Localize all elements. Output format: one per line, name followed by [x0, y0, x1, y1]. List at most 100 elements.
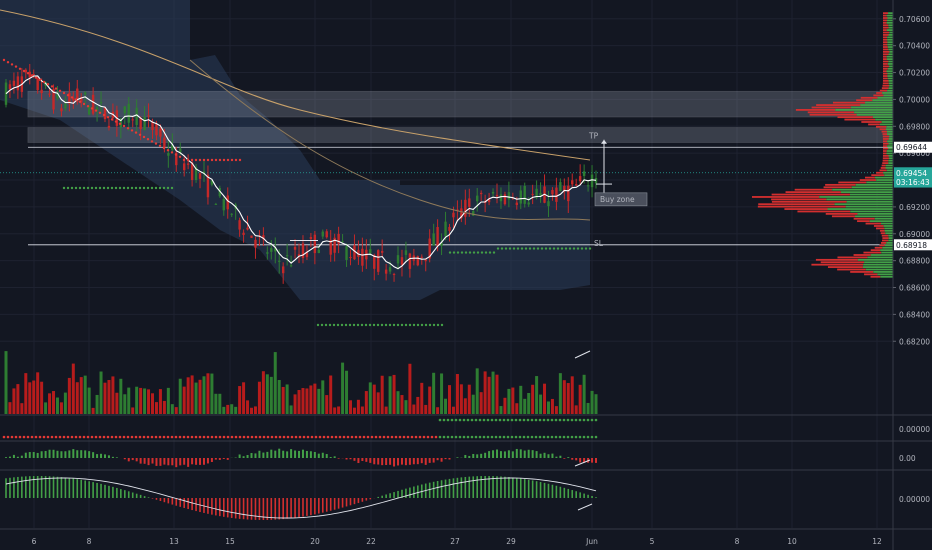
- candle-body[interactable]: [361, 248, 364, 266]
- candle-body[interactable]: [472, 211, 475, 216]
- candle-body[interactable]: [373, 255, 376, 269]
- candle-body[interactable]: [198, 173, 202, 179]
- candle-body[interactable]: [436, 227, 439, 247]
- candle-body[interactable]: [175, 152, 178, 166]
- candle-body[interactable]: [83, 92, 87, 95]
- candle-body[interactable]: [353, 245, 356, 260]
- candle-body[interactable]: [507, 192, 511, 200]
- candle-body[interactable]: [163, 137, 166, 148]
- candle-body[interactable]: [495, 194, 499, 197]
- candle-body[interactable]: [586, 185, 590, 187]
- candle-body[interactable]: [567, 185, 570, 202]
- candle-body[interactable]: [222, 198, 225, 211]
- candle-body[interactable]: [420, 256, 423, 258]
- candle-body[interactable]: [262, 235, 265, 240]
- candle-body[interactable]: [527, 202, 530, 205]
- candle-body[interactable]: [182, 163, 186, 171]
- resistance-zone[interactable]: [27, 90, 894, 118]
- candle-body[interactable]: [555, 187, 558, 202]
- candle-body[interactable]: [270, 248, 273, 252]
- candle-body[interactable]: [547, 201, 550, 207]
- candle-body[interactable]: [64, 103, 67, 109]
- candle-body[interactable]: [230, 213, 233, 215]
- candle-body[interactable]: [428, 238, 431, 259]
- candle-body[interactable]: [226, 195, 229, 210]
- candle-body[interactable]: [28, 71, 31, 78]
- candle-body[interactable]: [369, 249, 372, 254]
- candle-body[interactable]: [519, 190, 522, 204]
- candle-body[interactable]: [12, 80, 16, 86]
- candle-body[interactable]: [179, 148, 182, 153]
- candle-body[interactable]: [167, 153, 170, 156]
- candle-body[interactable]: [103, 107, 107, 120]
- candle-body[interactable]: [48, 93, 51, 95]
- price-axis[interactable]: [893, 0, 932, 550]
- candle-body[interactable]: [285, 255, 289, 257]
- candle-body[interactable]: [246, 227, 249, 230]
- candle-body[interactable]: [416, 256, 420, 266]
- candle-body[interactable]: [444, 221, 447, 237]
- candle-body[interactable]: [80, 96, 83, 103]
- candle-body[interactable]: [491, 191, 495, 194]
- candle-body[interactable]: [539, 193, 542, 196]
- candle-body[interactable]: [432, 233, 435, 246]
- candle-body[interactable]: [479, 192, 483, 195]
- candle-body[interactable]: [68, 92, 71, 104]
- candle-body[interactable]: [238, 220, 241, 230]
- candle-body[interactable]: [151, 121, 154, 131]
- candle-body[interactable]: [325, 231, 328, 238]
- candle-body[interactable]: [274, 247, 277, 252]
- candle-body[interactable]: [254, 239, 257, 248]
- candle-body[interactable]: [278, 260, 281, 262]
- candle-body[interactable]: [329, 239, 332, 255]
- candle-body[interactable]: [60, 108, 63, 112]
- candle-body[interactable]: [531, 193, 534, 195]
- candle-body[interactable]: [155, 123, 158, 136]
- candle-body[interactable]: [8, 84, 12, 90]
- candle-body[interactable]: [594, 178, 598, 184]
- candle-body[interactable]: [468, 198, 471, 207]
- resistance-zone[interactable]: [27, 127, 894, 143]
- candle-body[interactable]: [95, 107, 99, 111]
- candle-body[interactable]: [396, 255, 400, 264]
- candle-body[interactable]: [190, 162, 194, 180]
- candle-body[interactable]: [107, 125, 111, 128]
- candle-body[interactable]: [194, 167, 198, 181]
- candle-body[interactable]: [99, 102, 103, 104]
- candle-body[interactable]: [571, 180, 574, 185]
- candle-body[interactable]: [337, 233, 340, 244]
- candle-body[interactable]: [384, 269, 388, 274]
- candle-body[interactable]: [487, 198, 491, 203]
- candle-body[interactable]: [159, 128, 162, 137]
- candle-body[interactable]: [87, 106, 91, 115]
- candle-body[interactable]: [301, 243, 305, 259]
- candle-body[interactable]: [289, 265, 293, 267]
- candle-body[interactable]: [464, 199, 467, 217]
- candle-body[interactable]: [171, 144, 174, 151]
- candle-body[interactable]: [380, 251, 384, 253]
- candle-body[interactable]: [590, 174, 594, 188]
- candle-body[interactable]: [250, 235, 253, 238]
- candle-body[interactable]: [91, 94, 95, 114]
- candle-body[interactable]: [218, 188, 222, 197]
- candle-body[interactable]: [266, 252, 269, 254]
- candle-body[interactable]: [400, 257, 404, 265]
- candle-body[interactable]: [408, 253, 412, 269]
- candle-body[interactable]: [305, 252, 309, 258]
- candle-body[interactable]: [135, 107, 138, 126]
- candle-body[interactable]: [281, 266, 285, 274]
- candle-body[interactable]: [214, 203, 218, 205]
- candle-body[interactable]: [309, 237, 313, 239]
- candle-body[interactable]: [424, 259, 427, 262]
- candle-body[interactable]: [202, 171, 206, 174]
- candle-body[interactable]: [452, 212, 455, 218]
- candle-body[interactable]: [345, 246, 348, 260]
- candle-body[interactable]: [139, 117, 142, 130]
- candle-body[interactable]: [440, 242, 443, 246]
- candle-body[interactable]: [127, 103, 130, 123]
- candle-body[interactable]: [321, 231, 324, 237]
- candle-body[interactable]: [448, 226, 451, 231]
- candle-body[interactable]: [131, 119, 134, 121]
